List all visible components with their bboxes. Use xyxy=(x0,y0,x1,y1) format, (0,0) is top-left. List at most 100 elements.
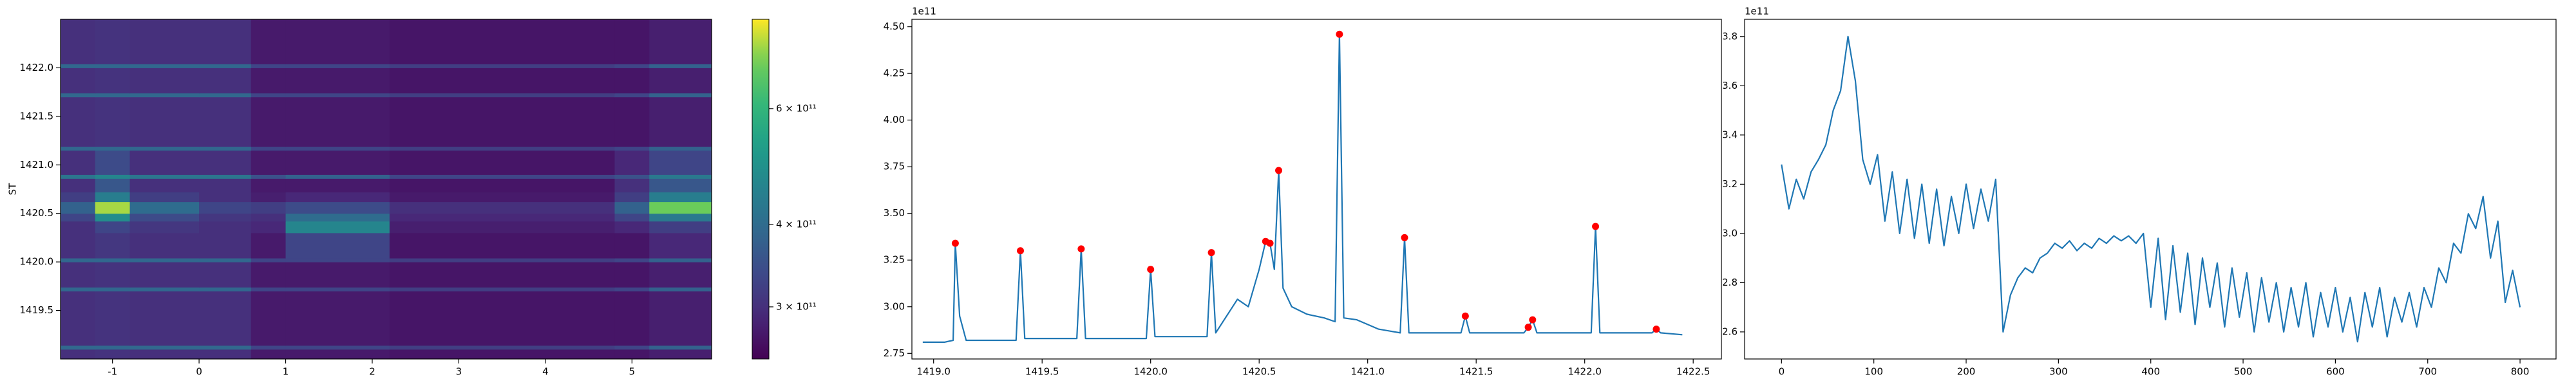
heatmap-cell xyxy=(285,291,390,346)
heatmap-cell xyxy=(614,213,650,222)
line xyxy=(922,33,1683,343)
heatmap-cell xyxy=(251,221,287,234)
heatmap-cell xyxy=(251,96,287,147)
y-tick-label: 4.25 xyxy=(884,68,905,79)
axis-offset: 1e11 xyxy=(1745,6,1769,17)
heatmap-cell xyxy=(649,349,712,359)
y-tick-label: 3.4 xyxy=(1722,129,1738,140)
y-tick-label: 1420.5 xyxy=(20,207,54,219)
heatmap-cell xyxy=(199,291,252,346)
heatmap-cell xyxy=(649,64,712,68)
heatmap-cell xyxy=(285,93,390,98)
heatmap-cell xyxy=(389,213,615,222)
x-tick-label: 700 xyxy=(2418,366,2437,378)
heatmap-cell xyxy=(389,262,615,288)
heatmap-cell xyxy=(95,258,131,262)
y-tick-label: 1420.0 xyxy=(20,256,54,268)
peak-marker xyxy=(1275,167,1283,174)
heatmap-cell xyxy=(614,174,650,179)
heatmap-cell xyxy=(61,178,96,193)
x-tick-label: 300 xyxy=(2049,366,2068,378)
colorbar-tick-label: 3 × 10¹¹ xyxy=(776,300,817,312)
heatmap-cell xyxy=(61,68,96,94)
heatmap-cell xyxy=(285,258,390,262)
x-tick-label: 1421.0 xyxy=(1350,366,1385,378)
heatmap-cell xyxy=(649,258,712,262)
colorbar xyxy=(752,19,770,360)
heatmap-cell xyxy=(285,96,390,147)
axis-offset: 1e11 xyxy=(912,6,936,17)
heatmap-cell xyxy=(614,93,650,98)
heatmap-cell xyxy=(129,349,200,359)
heatmap-cell xyxy=(95,291,131,346)
x-tick-label: 3 xyxy=(456,366,462,378)
heatmap-cell xyxy=(614,221,650,234)
heatmap-cell xyxy=(614,64,650,68)
heatmap-cell xyxy=(61,174,96,179)
heatmap-cell xyxy=(614,192,650,203)
y-tick-label: 3.8 xyxy=(1722,30,1738,42)
heatmap-cell xyxy=(251,64,287,68)
heatmap-cell xyxy=(285,201,390,214)
heatmap-cell xyxy=(95,192,131,203)
heatmap-cell xyxy=(285,64,390,68)
heatmap-cell xyxy=(285,221,390,234)
heatmap-cell xyxy=(285,146,390,151)
heatmap-cell xyxy=(285,19,390,64)
heatmap-cell xyxy=(95,68,131,94)
heatmap-cell xyxy=(199,349,252,359)
heatmap-cell xyxy=(649,19,712,64)
heatmap-cell xyxy=(95,64,131,68)
x-tick-label: 1422.0 xyxy=(1567,366,1602,378)
y-tick-label: 1419.5 xyxy=(20,304,54,316)
y-tick-label: 3.25 xyxy=(884,254,905,266)
heatmap-cell xyxy=(251,174,287,179)
heatmap-cell xyxy=(389,258,615,262)
heatmap-cell xyxy=(199,232,252,259)
x-tick-label: 0 xyxy=(1779,366,1785,378)
x-tick-label: 800 xyxy=(2511,366,2530,378)
y-tick-label: 2.6 xyxy=(1722,326,1738,337)
peak-marker xyxy=(1266,239,1274,247)
heatmap-cell xyxy=(129,19,200,64)
heatmap-cell xyxy=(614,349,650,359)
y-tick-label: 3.75 xyxy=(884,161,905,172)
heatmap-cell xyxy=(61,93,96,98)
heatmap-cell xyxy=(389,345,615,350)
heatmap-cell xyxy=(285,174,390,179)
x-tick-label: 400 xyxy=(2141,366,2160,378)
heatmap-cell xyxy=(389,64,615,68)
heatmap-cell xyxy=(614,232,650,259)
plot-area xyxy=(61,19,712,359)
heatmap-cell xyxy=(649,96,712,147)
heatmap-cell xyxy=(251,213,287,222)
y-tick-label: 3.0 xyxy=(1722,227,1738,239)
heatmap-cell xyxy=(95,178,131,193)
heatmap-cell xyxy=(95,287,131,291)
x-tick-label: 600 xyxy=(2326,366,2345,378)
heatmap-cell xyxy=(389,291,615,346)
heatmap-cell xyxy=(199,221,252,234)
heatmap-cell xyxy=(251,146,287,151)
y-tick-label: 2.75 xyxy=(884,347,905,359)
heatmap-cell xyxy=(129,258,200,262)
axes-frame xyxy=(911,19,1722,360)
heatmap-cell xyxy=(285,232,390,259)
y-tick-label: 3.00 xyxy=(884,300,905,312)
y-tick-label: 3.2 xyxy=(1722,178,1738,190)
heatmap-cell xyxy=(285,178,390,193)
heatmap-cell xyxy=(649,345,712,350)
heatmap-cell xyxy=(649,232,712,259)
y-tick-label: 1422.0 xyxy=(20,62,54,73)
y-tick-label: 3.50 xyxy=(884,207,905,219)
heatmap-cell xyxy=(129,201,200,214)
x-tick-label: 5 xyxy=(629,366,636,378)
heatmap-cell xyxy=(61,349,96,359)
heatmap-cell xyxy=(285,192,390,203)
heatmap-cell xyxy=(95,150,131,175)
heatmap-cell xyxy=(199,345,252,350)
heatmap-cell xyxy=(649,192,712,203)
heatmap-cell xyxy=(95,174,131,179)
heatmap-cell xyxy=(251,68,287,94)
